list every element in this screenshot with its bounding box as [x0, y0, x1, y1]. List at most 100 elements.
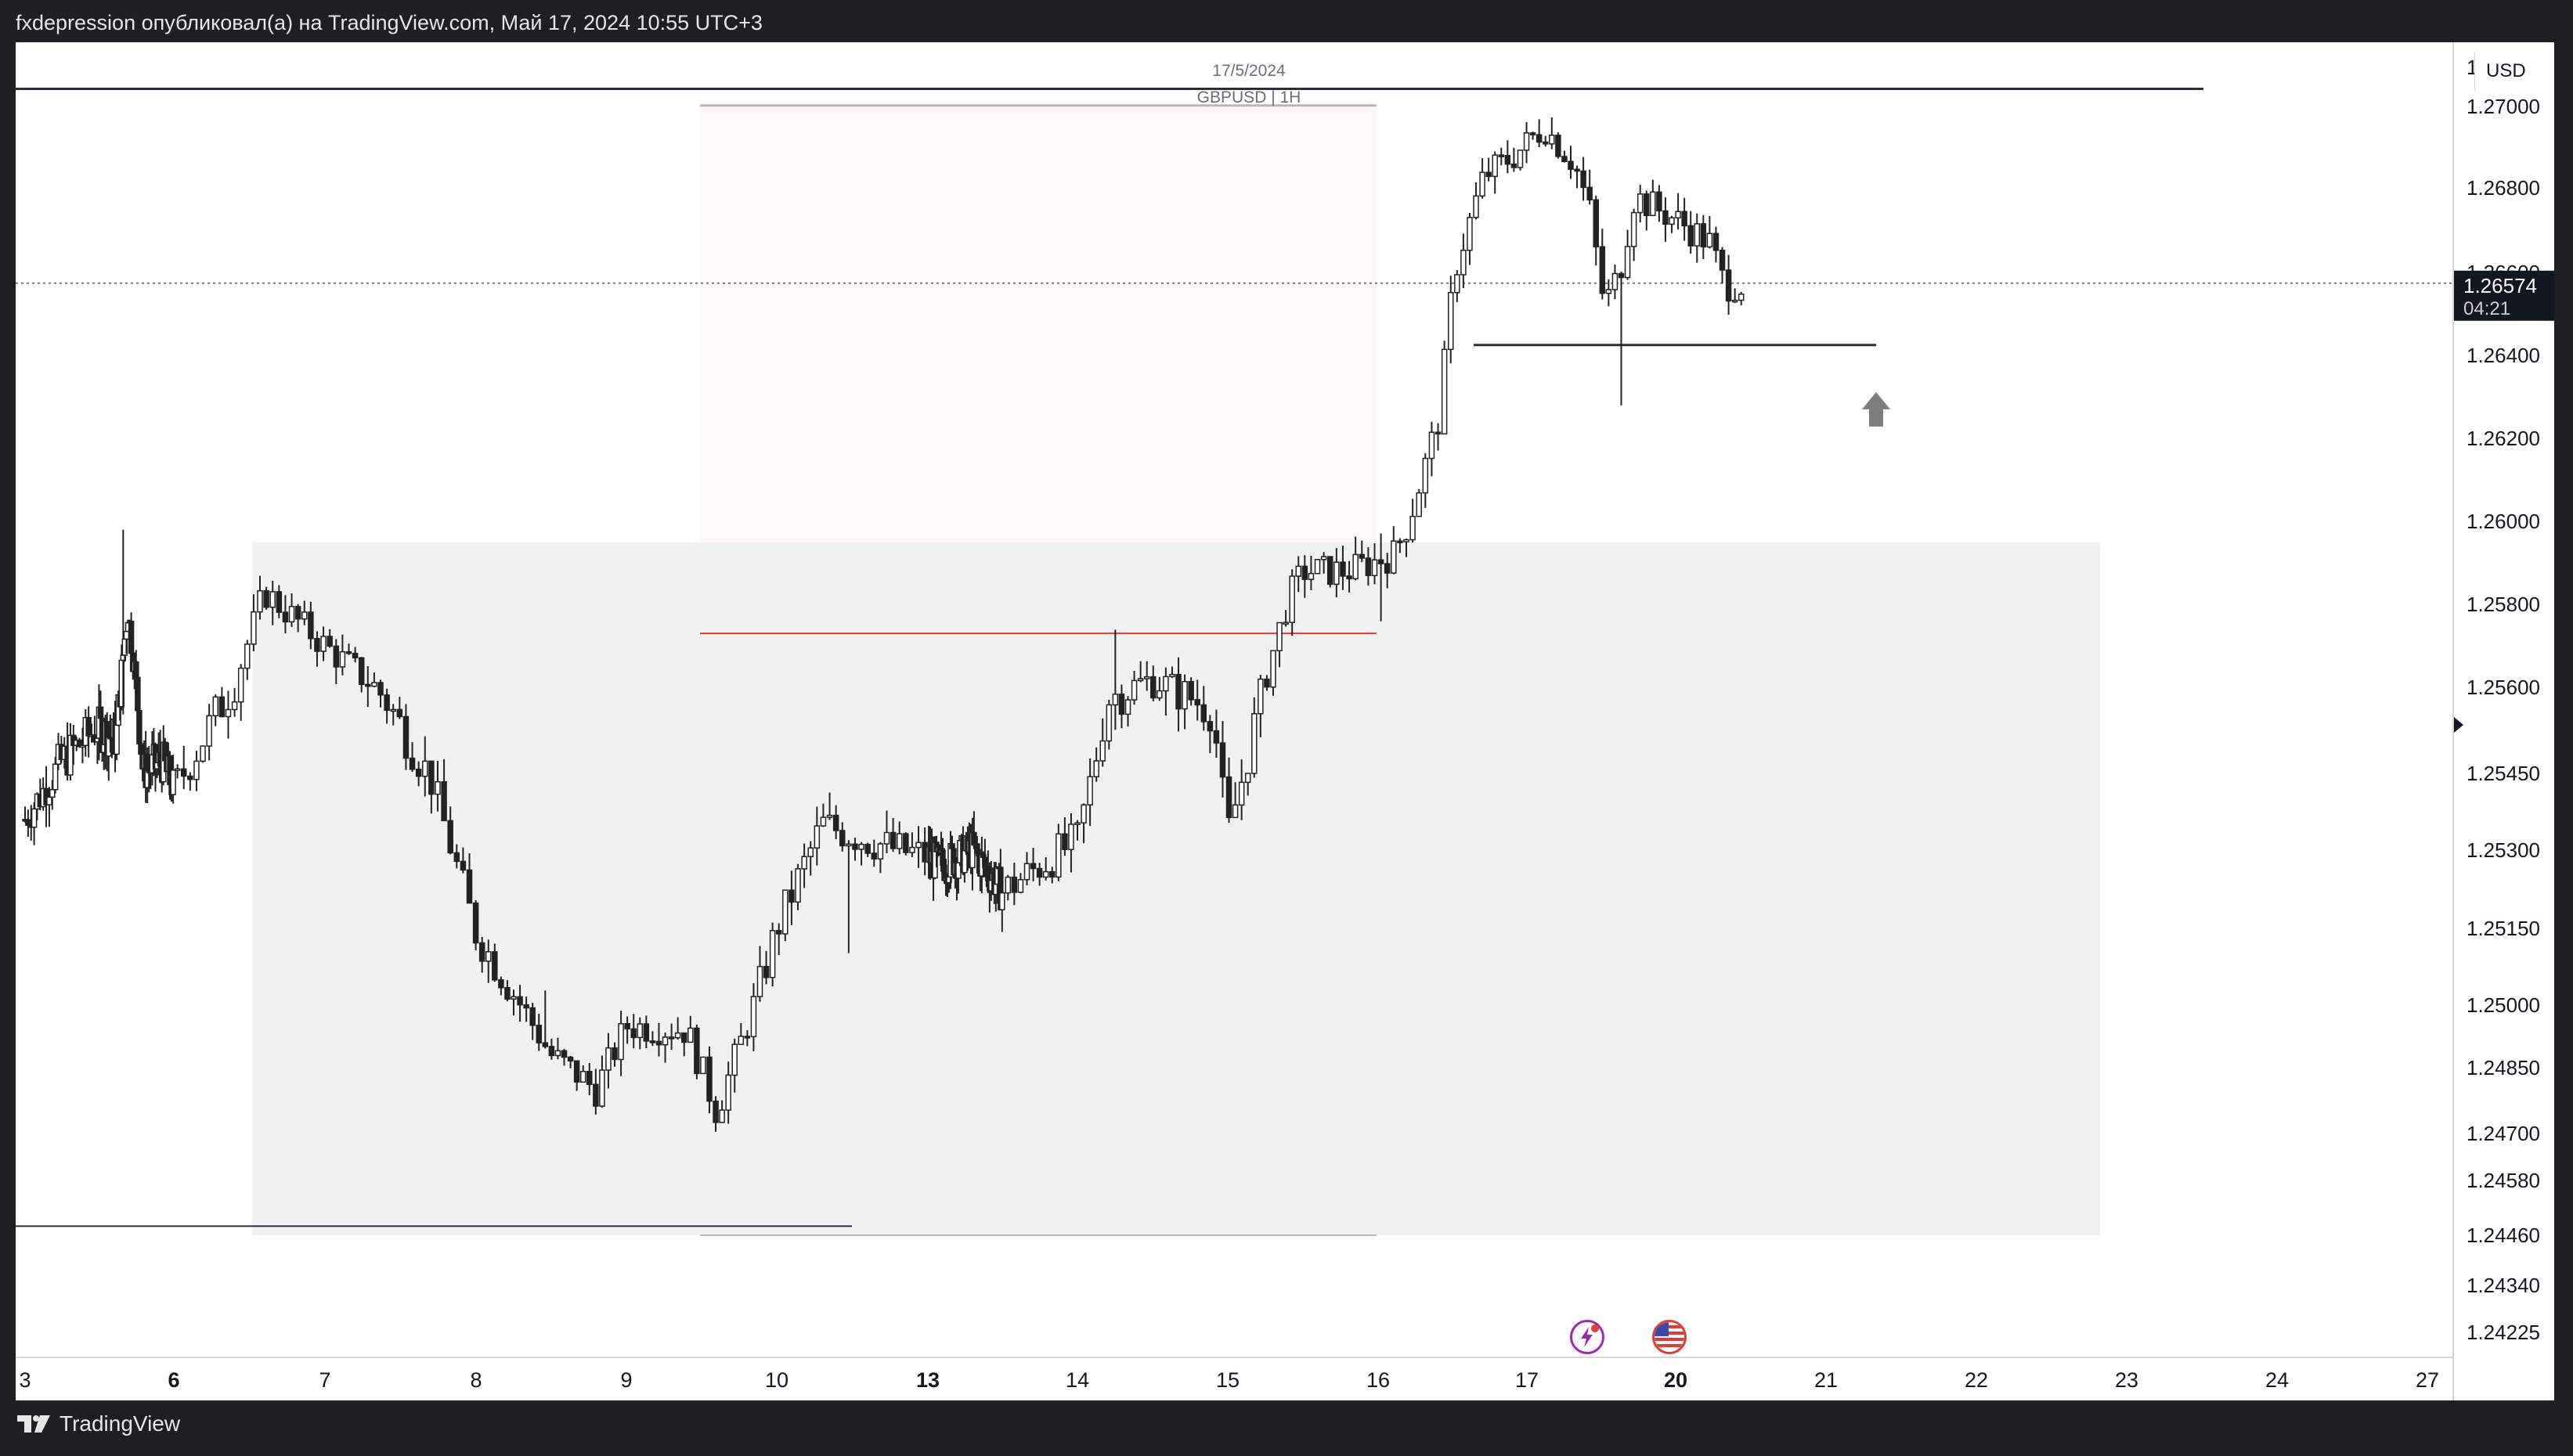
candle-body [719, 1109, 725, 1123]
candle-body [1219, 742, 1226, 778]
candle-body [567, 1056, 574, 1061]
candle-body [415, 768, 422, 777]
us-flag-icon[interactable] [1652, 1320, 1687, 1354]
candle-body [478, 942, 485, 962]
candle-body [1131, 679, 1138, 701]
candlestick-chart[interactable]: 1.272001.270001.268001.266001.264001.262… [16, 42, 2554, 1400]
candle-body [1706, 232, 1713, 248]
currency-selector[interactable]: USD [2474, 52, 2550, 91]
candle-body [409, 757, 416, 770]
candle-body [1712, 232, 1720, 251]
candle-body [288, 606, 295, 623]
candle-body [1460, 250, 1467, 276]
candle-body [1276, 622, 1283, 651]
chart-panel[interactable]: 1.272001.270001.268001.266001.264001.262… [16, 42, 2554, 1400]
candle-body [832, 814, 839, 831]
candle-body [1555, 134, 1561, 157]
candle-body [1207, 721, 1214, 732]
tradingview-logo-icon [17, 1415, 50, 1433]
candle-body [320, 636, 327, 652]
candle-body [706, 1056, 713, 1102]
candle-body [1644, 193, 1650, 217]
candle-body [365, 683, 371, 687]
time-tick-label: 3 [19, 1368, 31, 1392]
candle-body [492, 951, 498, 981]
time-tick-label: 27 [2416, 1368, 2439, 1392]
candle-body [1694, 223, 1701, 247]
candle-body [453, 852, 460, 863]
candle-body [820, 816, 827, 827]
candle-body [1441, 348, 1448, 434]
bar-countdown-label: 04:21 [2463, 298, 2510, 319]
candle-body [725, 1074, 731, 1111]
candle-body [643, 1023, 650, 1042]
candle-body [1056, 833, 1062, 878]
publisher-bar: fxdepression опубликовал(а) на TradingVi… [0, 0, 2573, 42]
candle-body [485, 951, 492, 962]
price-axis-separator [2452, 42, 2454, 1400]
candle-body [738, 1036, 745, 1045]
candle-body [282, 611, 289, 623]
candle-body [422, 760, 428, 777]
candle-body [308, 611, 314, 640]
candle-body [1258, 678, 1264, 715]
tradingview-brand[interactable]: TradingView [16, 1411, 180, 1436]
candle-body [1333, 561, 1340, 586]
candle-body [1517, 150, 1524, 168]
candle-body [1283, 622, 1289, 625]
candle-body [1719, 250, 1726, 271]
candle-body [396, 708, 403, 718]
candle-body [1143, 676, 1150, 679]
time-axis: 3 6 7 8 9 10 13 14 15 16 17 20 21 22 23 24 27 [19, 1368, 2439, 1392]
candle-body [1099, 740, 1106, 762]
time-tick-label: 14 [1066, 1368, 1089, 1392]
candle-body [573, 1060, 580, 1083]
candle-body [314, 638, 320, 652]
candle-body [511, 996, 517, 1000]
publisher-text: fxdepression опубликовал(а) на TradingVi… [16, 11, 763, 34]
up-arrow-icon [1862, 391, 1890, 427]
candle-body [1428, 431, 1435, 460]
candle-body [170, 769, 176, 795]
candle-body [49, 788, 56, 798]
time-tick-label: 9 [620, 1368, 632, 1392]
candle-body [301, 611, 308, 620]
candle-body [542, 1042, 549, 1047]
candle-body [1346, 575, 1352, 580]
candle-body [687, 1027, 694, 1043]
candle-body [187, 775, 193, 780]
candle-body [441, 780, 447, 822]
candle-body [795, 868, 801, 903]
candles [22, 117, 1745, 1132]
candle-body [1605, 289, 1612, 294]
price-tick-label: 1.27000 [2467, 95, 2540, 118]
candle-body [1529, 132, 1536, 135]
candle-body [1087, 776, 1093, 805]
candle-body [1662, 210, 1669, 225]
candle-body [1068, 824, 1074, 850]
last-price-label: 1.26574 [2463, 274, 2537, 297]
lightning-icon[interactable] [1570, 1320, 1604, 1354]
candle-body [1700, 223, 1707, 248]
candle-body [371, 682, 377, 687]
candle-body [447, 820, 453, 854]
candle-body [237, 667, 244, 703]
candle-body [593, 1083, 599, 1107]
candle-body [1150, 676, 1157, 699]
candle-body [1182, 680, 1188, 710]
candle-body [1448, 292, 1454, 351]
time-tick-label: 13 [916, 1368, 940, 1392]
candle-body [1492, 154, 1498, 178]
candle-body [858, 843, 864, 850]
candle-body [877, 843, 884, 860]
chart-header: 17/5/2024 GBPUSD | 1H [1143, 58, 1355, 111]
candle-body [1118, 694, 1125, 715]
candle-body [1036, 867, 1043, 878]
candle-body [1359, 553, 1366, 559]
candle-body [1523, 132, 1530, 151]
candle-body [1340, 561, 1346, 577]
candle-body [1454, 274, 1460, 294]
candle-body [466, 869, 473, 904]
candle-body [1062, 833, 1068, 850]
candle-body [1650, 191, 1656, 217]
